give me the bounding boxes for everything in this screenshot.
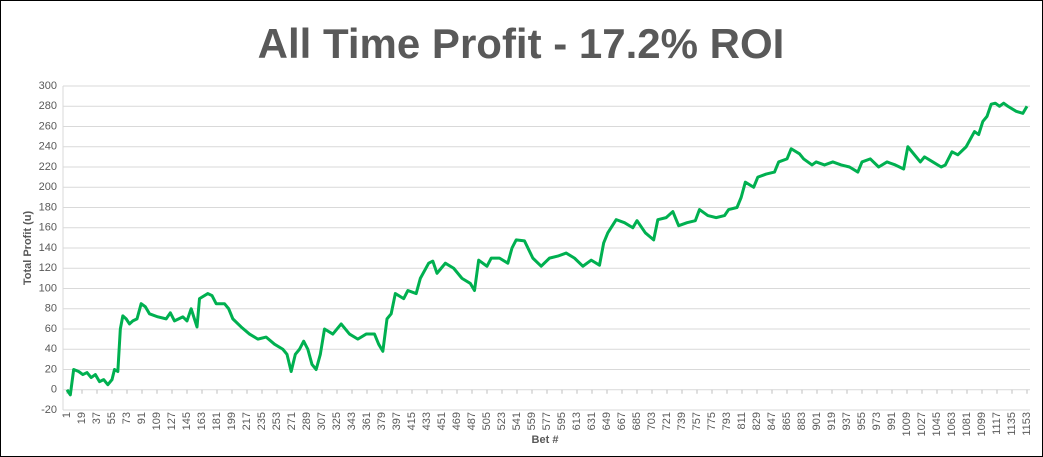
y-tick-label: 260 [39, 120, 57, 132]
x-tick-label: 109 [151, 412, 163, 430]
y-tick-label: 140 [39, 242, 57, 254]
x-tick-label: 649 [601, 412, 613, 430]
x-tick-label: 685 [631, 412, 643, 430]
x-tick-label: 721 [661, 412, 673, 430]
x-tick-label: 1 [61, 412, 73, 418]
x-tick-label: 415 [406, 412, 418, 430]
x-tick-label: 883 [796, 412, 808, 430]
x-tick-label: 325 [331, 412, 343, 430]
x-tick-label: 235 [256, 412, 268, 430]
x-tick-label: 829 [751, 412, 763, 430]
x-tick-label: 1117 [991, 412, 1003, 435]
x-tick-label: 757 [691, 412, 703, 430]
x-tick-label: 1153 [1021, 412, 1033, 436]
x-tick-label: 955 [856, 412, 868, 430]
x-tick-label: 793 [721, 412, 733, 430]
y-tick-label: 160 [39, 222, 57, 234]
x-tick-label: 991 [886, 412, 898, 430]
x-tick-label: 1135 [1006, 412, 1018, 436]
y-tick-label: 180 [39, 201, 57, 213]
x-tick-label: 559 [526, 412, 538, 430]
y-tick-label: 0 [51, 384, 57, 396]
x-tick-label: 919 [826, 412, 838, 430]
x-tick-label: 505 [481, 412, 493, 430]
y-tick-label: 100 [39, 282, 57, 294]
x-tick-label: 451 [436, 412, 448, 430]
y-tick-label: 200 [39, 181, 57, 193]
x-tick-label: 307 [316, 412, 328, 430]
x-tick-label: 271 [286, 412, 298, 430]
x-tick-label: 1081 [961, 412, 973, 436]
x-tick-label: 343 [346, 412, 358, 430]
x-tick-label: 1009 [901, 412, 913, 436]
x-tick-label: 145 [181, 412, 193, 430]
x-tick-label: 253 [271, 412, 283, 430]
x-tick-label: 595 [556, 412, 568, 430]
x-tick-label: 433 [421, 412, 433, 430]
y-tick-label: 40 [45, 343, 57, 355]
y-tick-label: 60 [45, 323, 57, 335]
x-tick-label: 703 [646, 412, 658, 430]
x-tick-label: 289 [301, 412, 313, 430]
chart-title: All Time Profit - 17.2% ROI [258, 20, 785, 67]
x-tick-label: 631 [586, 412, 598, 430]
x-tick-label: 973 [871, 412, 883, 430]
x-tick-label: 55 [106, 412, 118, 424]
x-tick-label: 19 [76, 412, 88, 424]
y-tick-label: 280 [39, 100, 57, 112]
x-tick-label: 379 [376, 412, 388, 430]
x-tick-label: 937 [841, 412, 853, 430]
x-tick-label: 163 [196, 412, 208, 430]
x-tick-label: 181 [211, 412, 223, 430]
y-tick-label: 300 [39, 80, 57, 92]
x-tick-label: 865 [781, 412, 793, 430]
x-tick-label: 613 [571, 412, 583, 430]
x-tick-label: 577 [541, 412, 553, 430]
x-tick-label: 523 [496, 412, 508, 430]
x-tick-label: 739 [676, 412, 688, 430]
x-tick-label: 217 [241, 412, 253, 430]
y-tick-label: -20 [41, 404, 57, 416]
x-tick-label: 73 [121, 412, 133, 424]
y-tick-label: 240 [39, 141, 57, 153]
x-tick-label: 1045 [931, 412, 943, 436]
y-tick-label: 80 [45, 303, 57, 315]
x-tick-label: 127 [166, 412, 178, 430]
x-tick-label: 37 [91, 412, 103, 424]
x-tick-label: 469 [451, 412, 463, 430]
x-tick-label: 1063 [946, 412, 958, 436]
x-tick-label: 361 [361, 412, 373, 430]
y-axis-label: Total Profit (u) [22, 210, 34, 285]
x-tick-label: 1099 [976, 412, 988, 436]
x-tick-label: 91 [136, 412, 148, 424]
profit-line [65, 101, 1029, 397]
x-tick-label: 199 [226, 412, 238, 430]
y-tick-label: 20 [45, 363, 57, 375]
y-tick-label: 220 [39, 161, 57, 173]
x-tick-label: 487 [466, 412, 478, 430]
x-tick-label: 901 [811, 412, 823, 430]
x-tick-label: 1027 [916, 412, 928, 436]
x-tick-label: 667 [616, 412, 628, 430]
x-tick-label: 397 [391, 412, 403, 430]
y-tick-label: 120 [39, 262, 57, 274]
x-axis-label: Bet # [532, 434, 559, 446]
x-tick-label: 775 [706, 412, 718, 430]
x-tick-label: 541 [511, 412, 523, 430]
x-tick-label: 811 [736, 412, 748, 430]
x-tick-label: 847 [766, 412, 778, 430]
